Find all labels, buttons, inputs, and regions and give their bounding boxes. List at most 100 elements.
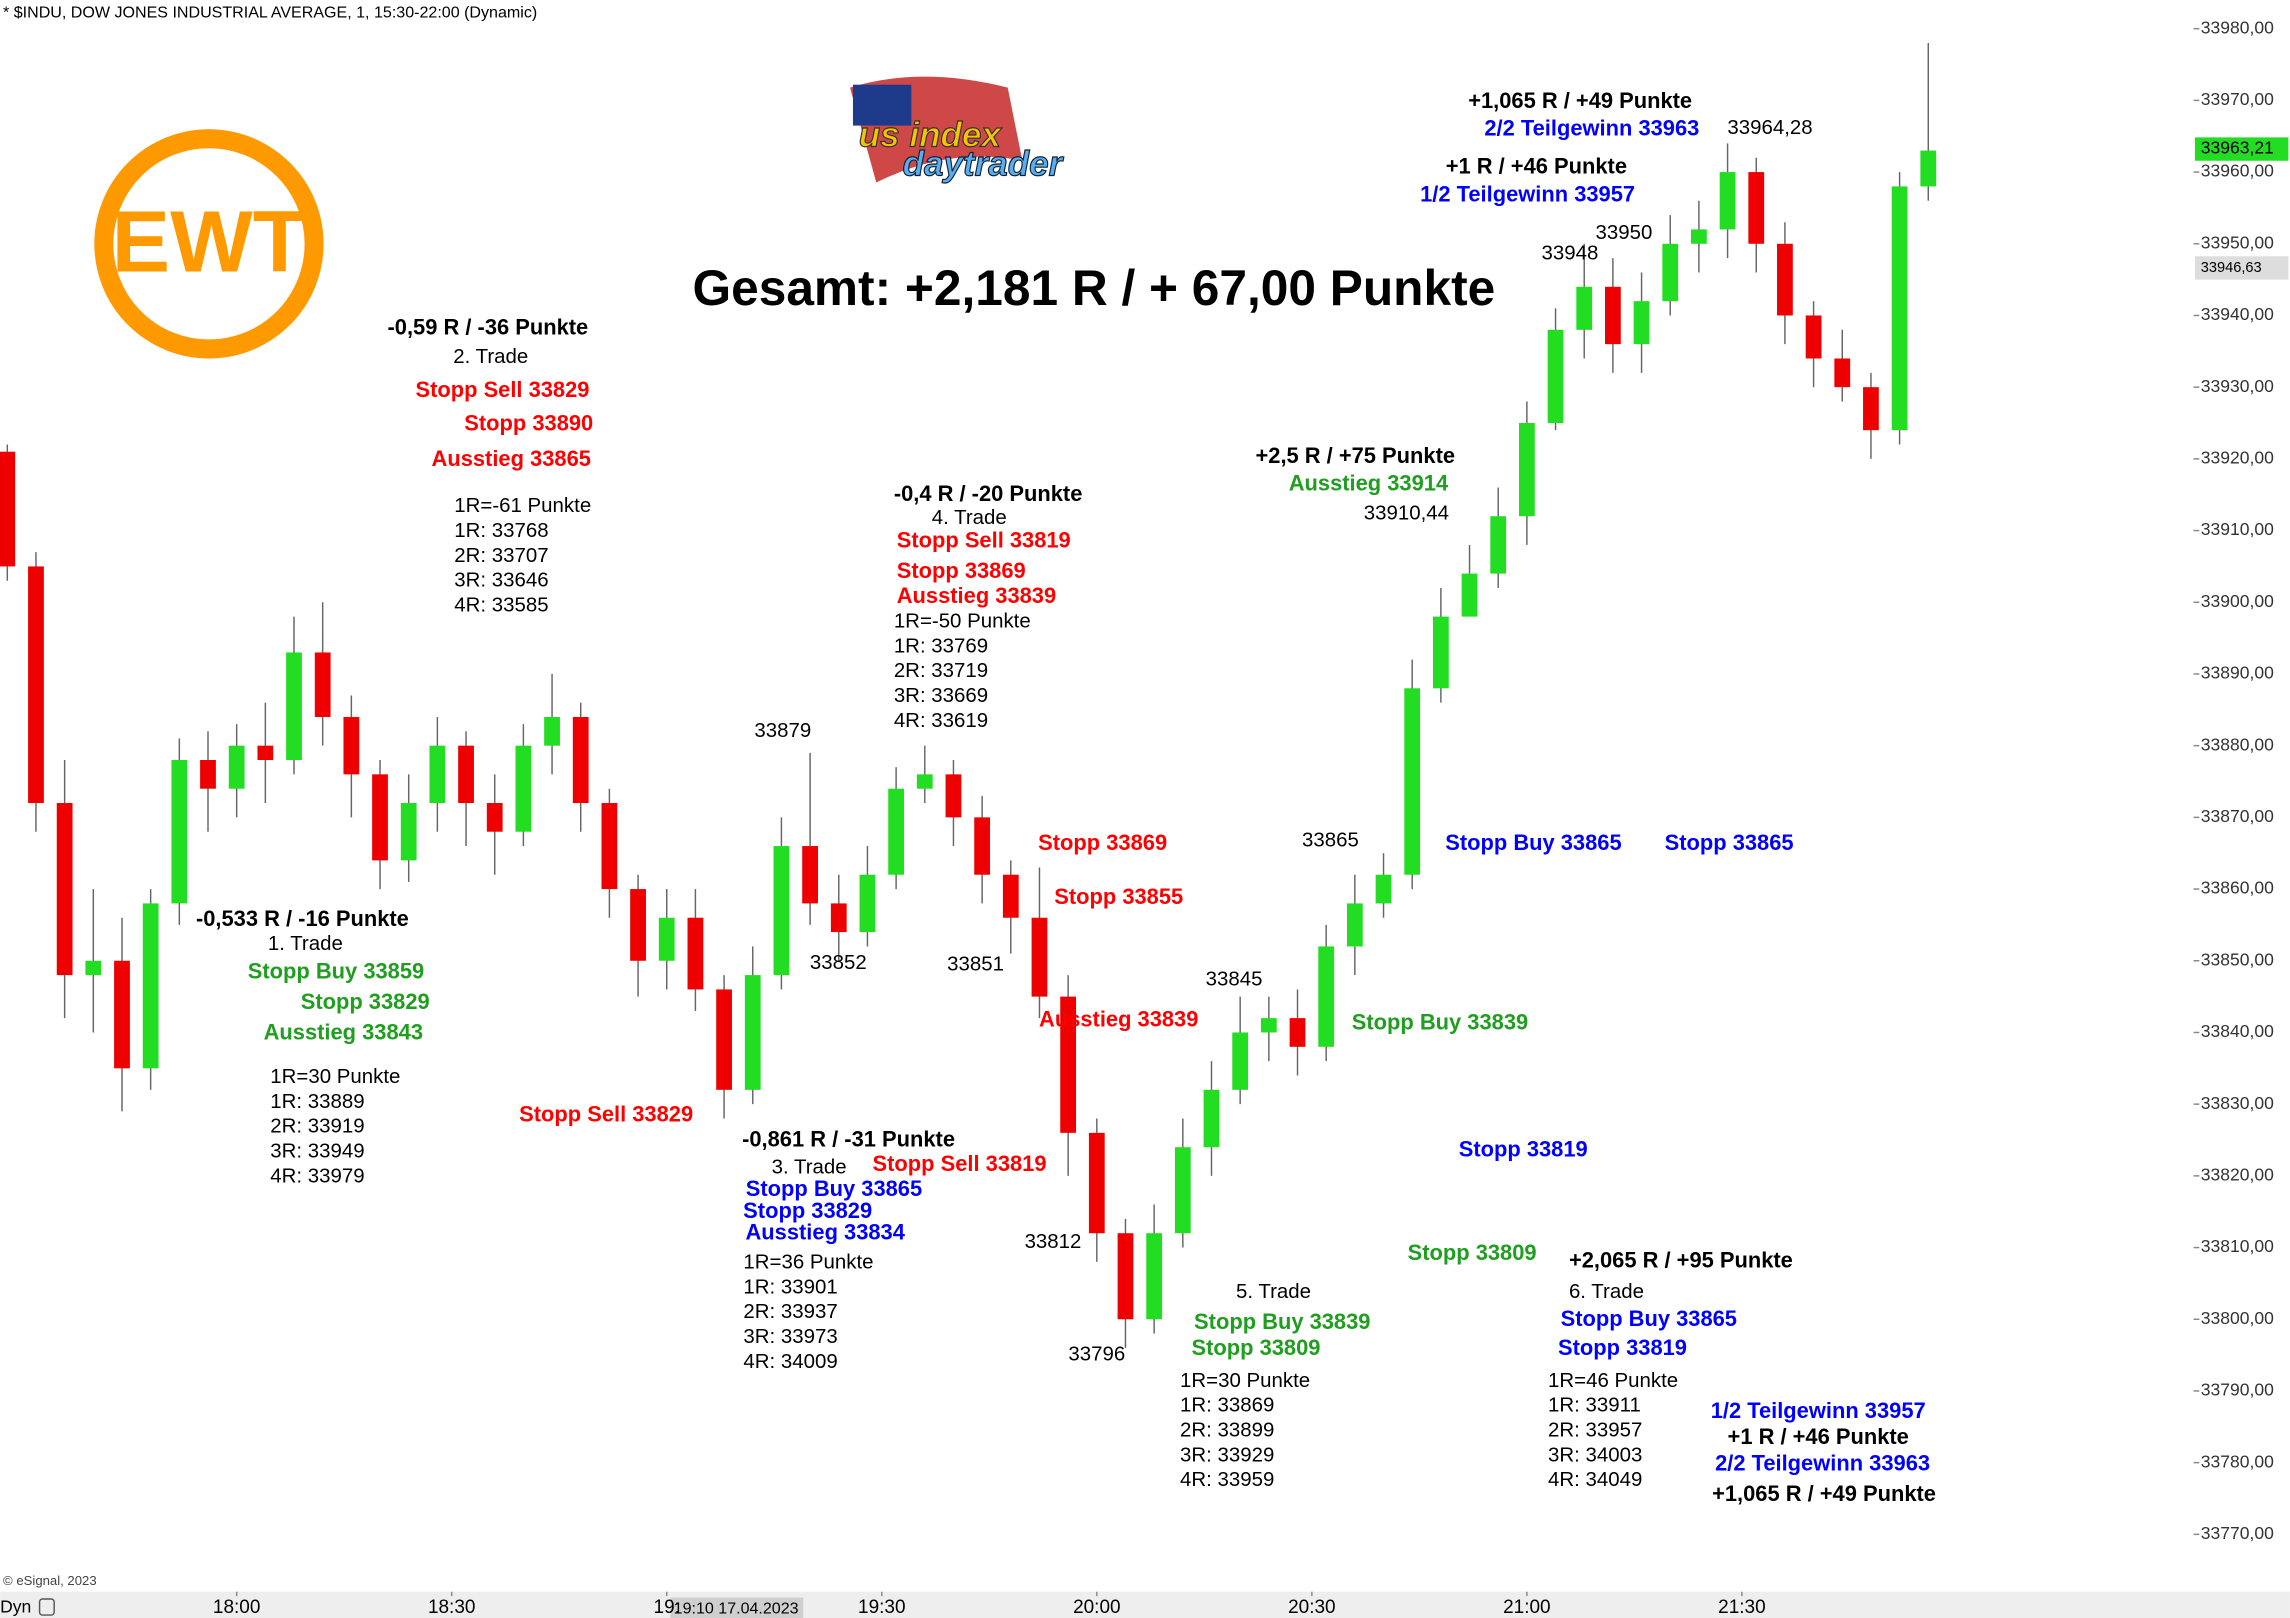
annotation: 1R=46 Punkte	[1548, 1369, 1678, 1392]
y-tick-label: 33960,00	[2201, 161, 2274, 181]
candle-body	[1834, 358, 1851, 388]
brand-text: daytrader	[903, 145, 1065, 184]
y-tick-label: 33820,00	[2201, 1164, 2274, 1184]
brand-logo: us index daytrader	[850, 76, 1065, 184]
annotation: +2,5 R / +75 Punkte	[1256, 443, 1456, 468]
annotation: 33964,28	[1727, 116, 1812, 139]
y-tick-label: 33920,00	[2201, 447, 2274, 467]
y-tick-label: 33860,00	[2201, 878, 2274, 898]
annotation: 4R: 33979	[270, 1164, 364, 1187]
candle-body	[916, 774, 933, 789]
annotation: 33910,44	[1364, 501, 1449, 524]
y-tick-label: 33780,00	[2201, 1451, 2274, 1471]
annotation: +1 R / +46 Punkte	[1728, 1424, 1909, 1449]
annotation: -0,4 R / -20 Punkte	[894, 481, 1083, 506]
x-tick-label: 21:30	[1718, 1597, 1765, 1618]
candle-body	[1375, 874, 1392, 904]
candle-body	[716, 989, 732, 1090]
annotation: Stopp Buy 33865	[746, 1176, 922, 1201]
candle-body	[630, 889, 646, 961]
annotation: 3R: 34003	[1548, 1443, 1642, 1466]
y-tick-label: 33830,00	[2201, 1093, 2274, 1113]
annotation: 2R: 33919	[270, 1115, 364, 1138]
candle-body	[458, 745, 474, 804]
annotation: 1R: 33869	[1180, 1394, 1274, 1417]
candle-body	[486, 803, 503, 832]
candle-body	[1318, 946, 1335, 1047]
candle-body	[1002, 874, 1019, 918]
y-tick-label: 33880,00	[2201, 734, 2274, 754]
annotation: -0,533 R / -16 Punkte	[196, 906, 409, 931]
cursor-label: 19:10 17.04.2023	[674, 1599, 799, 1617]
annotation: 4R: 33959	[1180, 1468, 1274, 1491]
annotation: 5. Trade	[1236, 1280, 1311, 1303]
annotation: +1 R / +46 Punkte	[1446, 154, 1627, 179]
flag-canton	[852, 84, 912, 126]
candle-body	[314, 652, 331, 717]
annotation: 33845	[1206, 967, 1263, 990]
candle-body	[1404, 688, 1421, 875]
candle-body	[601, 803, 618, 890]
annotation: 33796	[1068, 1343, 1125, 1366]
candle-body	[1031, 917, 1048, 997]
y-tick-label: 33980,00	[2201, 17, 2274, 37]
annotation: 33879	[754, 719, 811, 742]
candle-body	[1748, 172, 1765, 244]
annotation: Stopp Sell 33829	[519, 1101, 693, 1126]
annotation: +1,065 R / +49 Punkte	[1468, 88, 1692, 113]
annotation: Stopp Sell 33819	[897, 528, 1071, 553]
x-tick-label: 19:	[654, 1597, 680, 1618]
annotation: 33950	[1596, 221, 1653, 244]
annotation: 3. Trade	[772, 1156, 847, 1179]
candle-body	[1490, 516, 1507, 574]
annotation: Stopp 33890	[464, 411, 593, 436]
annotation: Stopp 33809	[1191, 1335, 1320, 1360]
candle-body	[56, 803, 73, 976]
candle-body	[687, 917, 704, 990]
annotation: 1R=-50 Punkte	[894, 609, 1031, 632]
y-tick-label: 33950,00	[2201, 232, 2274, 252]
x-tick-label: 21:00	[1503, 1597, 1550, 1618]
candle-body	[1174, 1147, 1191, 1234]
annotation: Stopp 33809	[1408, 1240, 1537, 1265]
y-tick-label: 33870,00	[2201, 806, 2274, 826]
annotation: Ausstieg 33865	[432, 446, 591, 471]
candle-body	[114, 960, 130, 1069]
annotation: 4R: 34009	[743, 1350, 837, 1373]
annotation: Stopp 33829	[743, 1198, 872, 1223]
candle-body	[1060, 996, 1077, 1133]
annotation: 1R: 33911	[1548, 1394, 1641, 1417]
candle-body	[286, 652, 302, 761]
y-tick-label: 33890,00	[2201, 663, 2274, 683]
annotation: 1R: 33768	[454, 519, 548, 542]
candle-body	[1461, 573, 1478, 617]
candle-body	[658, 917, 675, 961]
annotation: 1/2 Teilgewinn 33957	[1420, 181, 1635, 206]
annotation: 1. Trade	[268, 932, 343, 955]
candle-body	[85, 960, 102, 976]
logo-ring	[94, 129, 324, 359]
candle-body	[343, 716, 360, 775]
candle-body	[142, 903, 159, 1069]
y-tick-label: 33790,00	[2201, 1380, 2274, 1400]
chart-header: * $INDU, DOW JONES INDUSTRIAL AVERAGE, 1…	[3, 3, 537, 21]
lock-icon	[38, 1598, 55, 1616]
annotation: 33812	[1025, 1230, 1082, 1253]
candle-body	[200, 760, 216, 789]
time-axis-panel	[0, 1591, 2290, 1618]
candle-body	[429, 745, 446, 804]
cursor-box	[670, 1597, 804, 1618]
candle-body	[744, 975, 761, 1090]
candle-body	[1805, 315, 1822, 359]
candle-body	[888, 788, 904, 875]
candle-body	[1576, 286, 1593, 330]
annotation: Stopp 33819	[1459, 1136, 1588, 1161]
annotation: 2R: 33899	[1180, 1418, 1274, 1441]
annotation: +1,065 R / +49 Punkte	[1712, 1481, 1936, 1506]
chart-title: Gesamt: +2,181 R / + 67,00 Punkte	[693, 260, 1496, 316]
candle-body	[228, 745, 245, 789]
candle-body	[1633, 301, 1650, 345]
mode-label: Dyn	[0, 1596, 31, 1616]
